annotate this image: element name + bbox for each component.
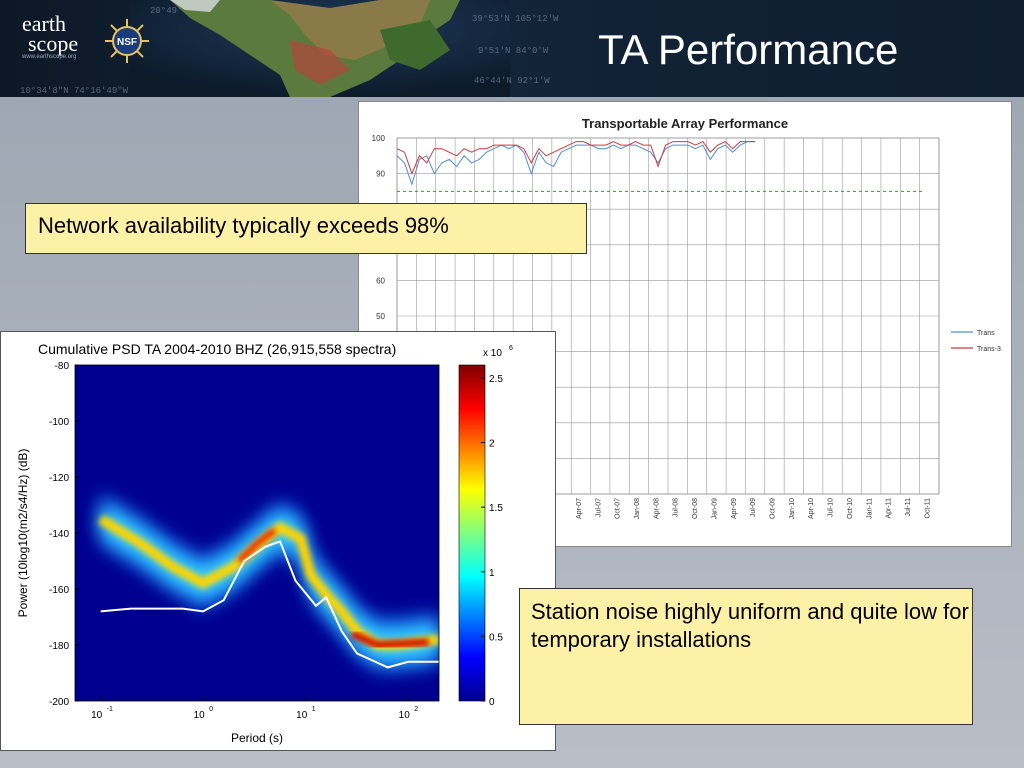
ta-y-tick: 90 xyxy=(376,170,385,179)
earthscope-logo: earth scope xyxy=(22,11,79,56)
colorbar-multiplier: x 10 xyxy=(483,348,502,359)
psd-peak-primary xyxy=(236,527,277,564)
header-banner: 20°49' 10°34'8"N 74°16'49"W 39°53'N 105°… xyxy=(0,0,1024,97)
logo-url: www.earthscope.org xyxy=(22,54,77,60)
colorbar-tick: 2.5 xyxy=(489,374,503,385)
ta-x-tick: Jul-09 xyxy=(750,498,757,517)
ta-x-tick: Jul-11 xyxy=(905,498,912,517)
colorbar-tick: 2 xyxy=(489,439,495,450)
psd-x-tick: 10 xyxy=(91,710,103,721)
coord-label: 10°34'8"N 74°16'49"W xyxy=(20,86,129,96)
psd-y-tick: -80 xyxy=(55,361,70,372)
colorbar-tick: 0 xyxy=(489,697,495,708)
ta-x-tick: Apr-09 xyxy=(731,498,738,519)
chart-title: Transportable Array Performance xyxy=(582,116,788,131)
coord-label: 9°51'N 84°0'W xyxy=(478,46,549,56)
ta-y-tick: 50 xyxy=(376,312,385,321)
ta-y-tick: 60 xyxy=(376,276,385,285)
y-axis-label: Power (10log10(m2/s4/Hz) (dB) xyxy=(16,449,30,618)
psd-title: Cumulative PSD TA 2004-2010 BHZ (26,915,… xyxy=(38,341,396,357)
psd-x-tick-exp: -1 xyxy=(107,706,113,713)
coord-label: 20°49' xyxy=(150,6,183,16)
legend-label: Trans xyxy=(977,330,995,337)
colorbar-tick: 0.5 xyxy=(489,632,503,643)
colorbar-exponent: 6 xyxy=(509,345,513,352)
colorbar-tick: 1.5 xyxy=(489,503,503,514)
ta-performance-chart: Transportable Array Performance 100 90 60 5… xyxy=(372,116,1001,520)
psd-y-tick: -160 xyxy=(49,585,69,596)
colorbar-tick: 1 xyxy=(489,568,495,579)
ta-x-tick: Apr-07 xyxy=(576,498,583,519)
ta-x-tick: Jul-08 xyxy=(673,498,680,517)
ta-x-tick: Oct-08 xyxy=(692,498,699,519)
psd-y-tick: -120 xyxy=(49,473,69,484)
ta-x-tick: Jan-11 xyxy=(866,498,873,519)
psd-y-tick: -200 xyxy=(49,697,69,708)
svg-text:NSF: NSF xyxy=(117,37,137,48)
ta-x-tick: Apr-10 xyxy=(808,498,815,519)
coord-label: 46°44'N 92°1'W xyxy=(474,76,550,86)
psd-peak-secondary xyxy=(350,630,429,649)
ta-x-tick: Oct-10 xyxy=(847,498,854,519)
ta-y-tick: 100 xyxy=(372,134,386,143)
ta-x-tick: Jan-10 xyxy=(789,498,796,520)
psd-chart: Cumulative PSD TA 2004-2010 BHZ (26,915,… xyxy=(16,341,513,745)
ta-x-tick: Jul-07 xyxy=(595,498,602,517)
psd-x-tick-exp: 0 xyxy=(209,706,213,713)
ta-x-tick: Oct-11 xyxy=(924,498,931,519)
noise-callout: Station noise highly uniform and quite l… xyxy=(519,588,973,725)
colorbar xyxy=(458,364,486,702)
psd-density-mid xyxy=(100,507,439,657)
coord-label: 39°53'N 105°12'W xyxy=(472,14,559,24)
psd-y-tick: -180 xyxy=(49,641,69,652)
earth-map-image xyxy=(130,0,510,97)
series-line-1 xyxy=(396,140,756,175)
psd-panel: Cumulative PSD TA 2004-2010 BHZ (26,915,… xyxy=(0,331,556,751)
legend-label: Trans-3 xyxy=(977,346,1001,353)
psd-y-tick: -140 xyxy=(49,529,69,540)
ta-x-tick: Apr-08 xyxy=(653,498,660,519)
ta-x-tick: Jan-09 xyxy=(711,498,718,520)
ta-x-tick: Jan-08 xyxy=(634,498,641,520)
ta-x-tick: Apr-11 xyxy=(886,498,893,519)
psd-x-tick-exp: 2 xyxy=(414,706,418,713)
psd-x-tick-exp: 1 xyxy=(312,706,316,713)
psd-x-tick: 10 xyxy=(194,710,206,721)
x-axis-label: Period (s) xyxy=(231,731,283,745)
ta-x-tick: Oct-07 xyxy=(615,498,622,519)
ta-x-tick: Jul-10 xyxy=(828,498,835,517)
ta-x-tick: Oct-09 xyxy=(769,498,776,519)
psd-y-tick: -100 xyxy=(49,417,69,428)
series-line-0 xyxy=(396,141,756,186)
psd-x-tick: 10 xyxy=(399,710,411,721)
network-callout: Network availability typically exceeds 9… xyxy=(25,203,587,254)
psd-x-tick: 10 xyxy=(296,710,308,721)
page-title: TA Performance xyxy=(598,26,899,73)
psd-noise-model xyxy=(100,540,439,669)
nsf-logo-icon: NSF xyxy=(105,19,149,63)
